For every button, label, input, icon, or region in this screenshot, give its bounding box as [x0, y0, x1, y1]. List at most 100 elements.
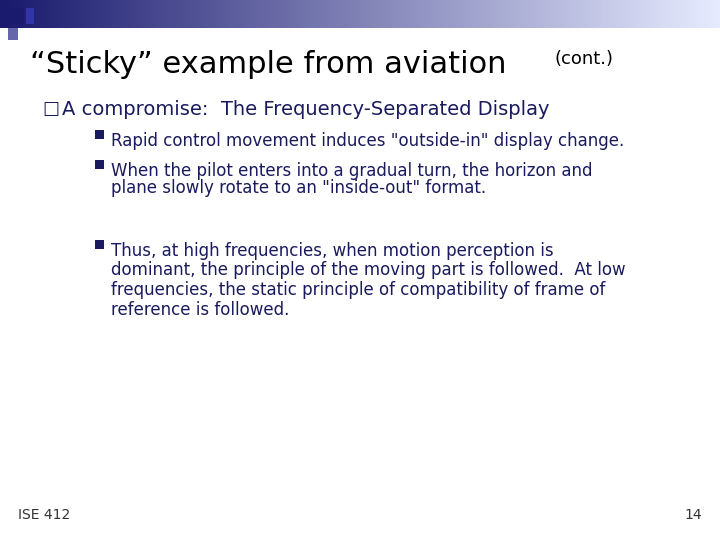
- Text: Rapid control movement induces "outside-in" display change.: Rapid control movement induces "outside-…: [111, 132, 624, 150]
- Bar: [583, 0, 588, 28]
- Bar: [425, 0, 429, 28]
- Bar: [76, 0, 80, 28]
- Bar: [511, 0, 516, 28]
- Bar: [191, 0, 195, 28]
- Bar: [155, 0, 159, 28]
- Bar: [205, 0, 210, 28]
- Bar: [11, 0, 15, 28]
- Bar: [457, 0, 462, 28]
- Bar: [126, 0, 130, 28]
- Bar: [256, 0, 260, 28]
- Bar: [461, 0, 465, 28]
- Bar: [554, 0, 559, 28]
- Bar: [299, 0, 303, 28]
- Bar: [533, 0, 537, 28]
- Bar: [328, 0, 332, 28]
- Bar: [504, 0, 508, 28]
- Bar: [310, 0, 314, 28]
- Bar: [590, 0, 595, 28]
- Bar: [443, 0, 447, 28]
- Bar: [688, 0, 692, 28]
- Bar: [353, 0, 357, 28]
- Bar: [691, 0, 696, 28]
- Bar: [184, 0, 188, 28]
- Bar: [432, 0, 436, 28]
- Bar: [288, 0, 292, 28]
- Bar: [173, 0, 177, 28]
- Text: A compromise:  The Frequency-Separated Display: A compromise: The Frequency-Separated Di…: [62, 100, 549, 119]
- Bar: [698, 0, 703, 28]
- Bar: [302, 0, 307, 28]
- Bar: [468, 0, 472, 28]
- Bar: [95, 240, 104, 249]
- Bar: [526, 0, 530, 28]
- Bar: [18, 0, 22, 28]
- Bar: [400, 0, 404, 28]
- Bar: [565, 0, 570, 28]
- Bar: [95, 130, 104, 139]
- Bar: [569, 0, 573, 28]
- Bar: [313, 0, 318, 28]
- Bar: [223, 0, 228, 28]
- Bar: [360, 0, 364, 28]
- Bar: [706, 0, 710, 28]
- Bar: [634, 0, 638, 28]
- Text: (cont.): (cont.): [555, 50, 614, 68]
- Bar: [115, 0, 120, 28]
- Bar: [486, 0, 490, 28]
- Bar: [7, 0, 12, 28]
- Bar: [464, 0, 469, 28]
- Bar: [230, 0, 235, 28]
- Bar: [47, 0, 51, 28]
- Bar: [274, 0, 278, 28]
- Bar: [407, 0, 411, 28]
- Bar: [122, 0, 127, 28]
- Bar: [14, 0, 19, 28]
- Bar: [396, 0, 400, 28]
- Bar: [83, 0, 87, 28]
- Bar: [40, 0, 44, 28]
- Bar: [662, 0, 667, 28]
- Bar: [277, 0, 282, 28]
- Bar: [281, 0, 285, 28]
- Bar: [252, 0, 256, 28]
- Bar: [637, 0, 642, 28]
- Bar: [209, 0, 213, 28]
- Text: ISE 412: ISE 412: [18, 508, 71, 522]
- Bar: [342, 0, 346, 28]
- Bar: [25, 0, 30, 28]
- Bar: [130, 0, 134, 28]
- Bar: [490, 0, 494, 28]
- Bar: [320, 0, 325, 28]
- Bar: [371, 0, 375, 28]
- Bar: [421, 0, 426, 28]
- Bar: [220, 0, 224, 28]
- Bar: [166, 0, 170, 28]
- Bar: [266, 0, 271, 28]
- Bar: [616, 0, 620, 28]
- Bar: [587, 0, 591, 28]
- Bar: [641, 0, 645, 28]
- Bar: [410, 0, 415, 28]
- Bar: [644, 0, 649, 28]
- Bar: [450, 0, 454, 28]
- Bar: [187, 0, 192, 28]
- Bar: [436, 0, 440, 28]
- Bar: [508, 0, 512, 28]
- Bar: [245, 0, 249, 28]
- Bar: [338, 0, 343, 28]
- Bar: [493, 0, 498, 28]
- Bar: [29, 0, 33, 28]
- Bar: [72, 0, 76, 28]
- Bar: [292, 0, 296, 28]
- Bar: [43, 0, 48, 28]
- Bar: [151, 0, 156, 28]
- Bar: [594, 0, 598, 28]
- Bar: [648, 0, 652, 28]
- Bar: [324, 0, 328, 28]
- Text: □: □: [42, 100, 59, 118]
- Bar: [378, 0, 382, 28]
- Text: plane slowly rotate to an "inside-out" format.: plane slowly rotate to an "inside-out" f…: [111, 179, 486, 197]
- Bar: [0, 0, 4, 28]
- Bar: [702, 0, 706, 28]
